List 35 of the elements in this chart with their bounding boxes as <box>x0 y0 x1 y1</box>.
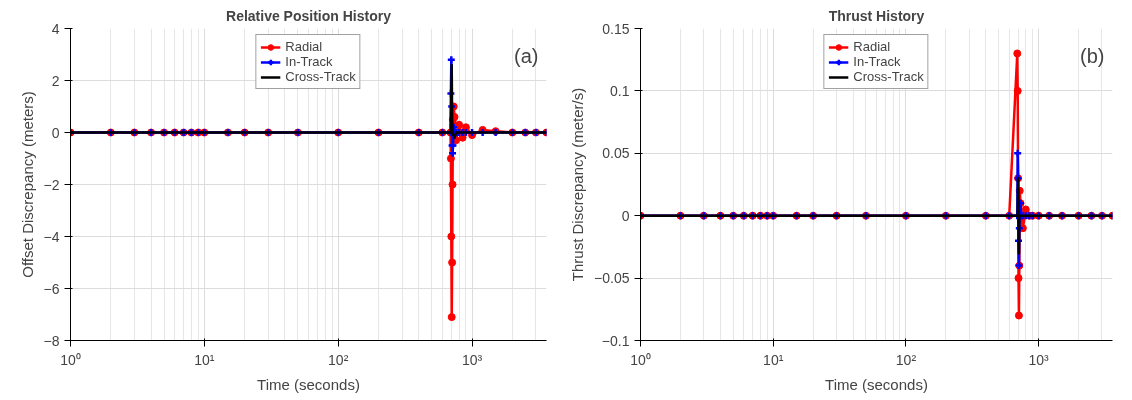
x-tick-label: 10¹ <box>763 351 784 368</box>
x-tick-label: 10² <box>895 351 917 368</box>
legend-label: In-Track <box>853 54 901 69</box>
legend-label: Radial <box>285 39 323 54</box>
chart-title: Relative Position History <box>226 7 392 24</box>
y-tick-label: 0 <box>51 124 60 141</box>
x-axis-title: Time (seconds) <box>825 375 928 393</box>
x-tick-label: 10³ <box>461 351 483 368</box>
chart-title: Thrust History <box>828 7 925 24</box>
x-tick-label: 10⁰ <box>630 351 651 368</box>
y-tick-label: 2 <box>51 72 60 89</box>
legend-label: Cross-Track <box>853 69 924 84</box>
x-axis-title: Time (seconds) <box>257 375 360 393</box>
x-tick-label: 10² <box>328 351 349 368</box>
y-tick-label: −2 <box>43 176 60 193</box>
y-tick-label: −4 <box>43 228 60 245</box>
x-tick-label: 10⁰ <box>60 351 81 368</box>
y-tick-label: 4 <box>51 20 60 37</box>
annotation: (a) <box>514 44 539 67</box>
y-tick-label: 0 <box>621 207 630 224</box>
y-tick-label: −6 <box>43 280 60 297</box>
y-axis-title: Thrust Discrepancy (meter/s) <box>569 87 587 282</box>
y-tick-label: −0.05 <box>594 270 630 287</box>
annotation: (b) <box>1080 44 1105 67</box>
y-tick-label: −8 <box>43 332 60 349</box>
y-tick-label: 0.1 <box>610 82 630 99</box>
legend-label: Cross-Track <box>285 69 356 84</box>
y-tick-label: 0.15 <box>602 20 630 37</box>
y-axis-title: Offset Discrepancy (meters) <box>18 91 36 278</box>
legend-label: Radial <box>853 39 891 54</box>
x-tick-label: 10³ <box>1028 351 1050 368</box>
legend-label: In-Track <box>285 54 333 69</box>
x-tick-label: 10¹ <box>194 351 215 368</box>
y-tick-label: 0.05 <box>602 145 630 162</box>
y-tick-label: −0.1 <box>601 332 630 349</box>
